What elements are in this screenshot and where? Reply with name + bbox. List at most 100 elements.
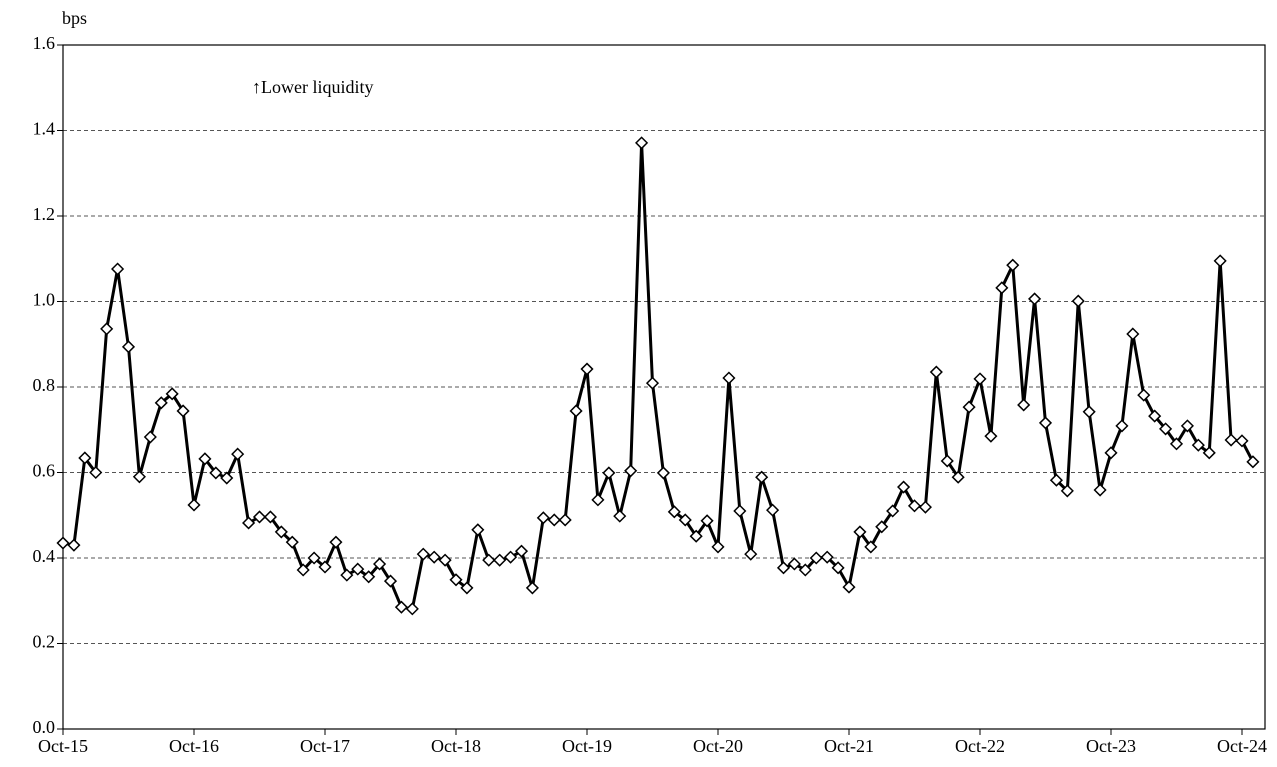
marker (307, 551, 321, 565)
marker (897, 480, 911, 494)
marker (460, 581, 474, 595)
marker (667, 505, 681, 519)
marker (121, 340, 136, 354)
marker (89, 465, 103, 480)
marker (329, 535, 343, 549)
marker (132, 470, 146, 484)
marker (853, 525, 867, 539)
marker (263, 510, 277, 524)
marker (111, 262, 125, 276)
marker (809, 551, 823, 565)
marker (493, 553, 507, 567)
marker (766, 503, 780, 517)
marker (962, 400, 976, 414)
marker (252, 510, 267, 524)
marker (613, 509, 627, 523)
marker (918, 500, 932, 514)
marker (383, 574, 398, 588)
marker (1148, 409, 1162, 423)
y-tick-label: 0.0 (33, 717, 56, 737)
marker (907, 499, 922, 513)
marker (864, 540, 878, 554)
marker (1049, 473, 1063, 487)
marker (209, 466, 223, 480)
annotation: ↑Lower liquidity (252, 77, 373, 97)
marker (722, 371, 736, 385)
marker (242, 516, 256, 530)
marker (1028, 292, 1042, 306)
marker (274, 525, 288, 539)
marker (1159, 422, 1173, 436)
marker (449, 573, 463, 587)
marker (504, 550, 518, 564)
x-tick-label: Oct-18 (431, 736, 481, 756)
marker (394, 600, 408, 614)
marker (340, 568, 354, 582)
marker (1213, 254, 1227, 268)
y-tick-label: 1.4 (33, 119, 56, 139)
marker (100, 322, 114, 336)
x-tick-label: Oct-21 (824, 736, 874, 756)
marker (1191, 438, 1205, 452)
marker (886, 504, 900, 518)
x-tick-label: Oct-24 (1217, 736, 1267, 756)
marker (187, 498, 201, 512)
plot-frame (62, 44, 1266, 730)
x-tick-label: Oct-22 (955, 736, 1005, 756)
y-tick-label: 0.4 (33, 546, 56, 566)
marker (514, 544, 529, 558)
marker (700, 514, 714, 528)
marker (198, 452, 212, 466)
marker (427, 550, 441, 564)
marker (231, 447, 245, 461)
marker (1235, 434, 1249, 448)
marker (482, 553, 496, 567)
marker (416, 547, 430, 561)
marker (602, 466, 616, 480)
marker (929, 365, 943, 379)
marker (558, 513, 572, 527)
marker (165, 387, 179, 401)
marker (689, 529, 703, 543)
marker (176, 404, 190, 418)
marker (1137, 388, 1151, 402)
marker (1071, 294, 1085, 308)
marker (940, 454, 954, 468)
marker (296, 563, 310, 577)
marker (984, 429, 998, 443)
marker (154, 396, 168, 410)
marker (220, 471, 234, 485)
marker (842, 580, 856, 594)
y-tick-label: 0.6 (33, 461, 56, 481)
x-tick-label: Oct-19 (562, 736, 612, 756)
marker (405, 602, 419, 616)
y-tick-label: 0.2 (33, 632, 56, 652)
marker (973, 372, 987, 386)
marker (733, 504, 747, 518)
marker (711, 540, 725, 554)
marker (1126, 327, 1140, 341)
marker (536, 511, 550, 525)
y-tick-label: 1.6 (33, 33, 56, 53)
marker (373, 557, 387, 571)
marker (656, 466, 670, 480)
x-tick-label: Oct-23 (1086, 736, 1136, 756)
marker (820, 550, 834, 564)
x-tick-label: Oct-15 (38, 736, 88, 756)
marker (1060, 484, 1074, 498)
marker (1224, 433, 1238, 447)
marker (56, 536, 70, 550)
line (62, 141, 1255, 611)
marker (875, 520, 889, 534)
marker (831, 561, 845, 575)
marker (1093, 483, 1107, 497)
marker (1115, 419, 1129, 433)
marker (525, 581, 539, 595)
x-tick-label: Oct-20 (693, 736, 743, 756)
marker (624, 464, 638, 478)
x-tick-label: Oct-17 (300, 736, 350, 756)
marker (678, 513, 692, 527)
marker (580, 362, 594, 376)
marker (143, 430, 157, 444)
